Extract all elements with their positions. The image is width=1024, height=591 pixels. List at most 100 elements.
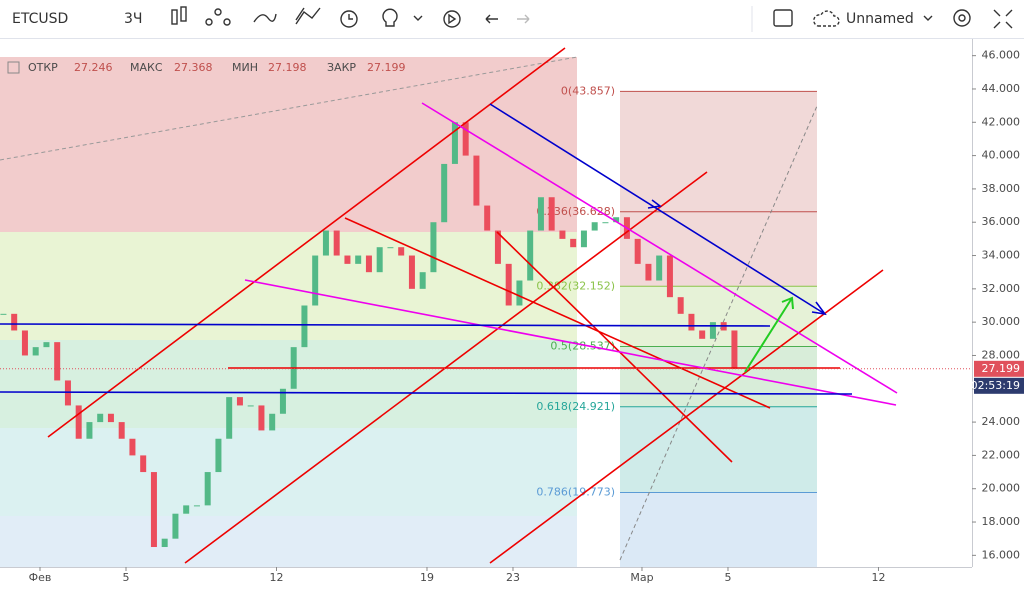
candle	[451, 122, 458, 164]
fib-label: 0.236(36.628)	[536, 205, 615, 218]
time-axis-bg	[0, 567, 972, 587]
fib-label: 0.786(19.773)	[536, 485, 615, 498]
candle	[118, 422, 125, 439]
y-tick-label: 38.000	[982, 182, 1021, 195]
fib-label: 0.5(28.537)	[550, 340, 615, 353]
candle	[419, 272, 426, 289]
candle	[183, 505, 190, 514]
y-tick-label: 22.000	[982, 448, 1021, 461]
candle	[430, 222, 437, 273]
candle	[344, 255, 351, 264]
y-tick-label: 40.000	[982, 149, 1021, 162]
candle	[236, 397, 243, 406]
candle	[215, 438, 222, 473]
x-tick-label: Фев	[29, 571, 52, 584]
candle	[32, 347, 39, 356]
price-axis-bg	[972, 39, 1024, 587]
toolbar-icons[interactable]	[171, 6, 1013, 29]
candle	[516, 280, 523, 306]
candle	[301, 305, 308, 348]
candle	[677, 297, 684, 314]
y-tick-label: 44.000	[982, 82, 1021, 95]
candle	[699, 330, 706, 339]
layout-name[interactable]: Unnamed	[846, 11, 914, 27]
candle	[570, 238, 577, 248]
candle	[269, 413, 276, 431]
toolbar: ETCUSD 3Ч Unnamed	[0, 0, 1024, 39]
y-tick-label: 28.000	[982, 348, 1021, 361]
candle	[247, 405, 254, 407]
candle	[527, 230, 534, 281]
candle	[21, 330, 28, 356]
y-tick-label: 24.000	[982, 415, 1021, 428]
candle	[204, 472, 211, 506]
candle	[43, 342, 50, 348]
candle	[656, 255, 663, 281]
candle	[494, 230, 501, 264]
ohlc-value: 27.199	[367, 61, 406, 74]
candle	[548, 197, 555, 231]
y-tick-label: 20.000	[982, 482, 1021, 495]
ohlc-label: МАКС	[130, 61, 163, 74]
candle	[613, 217, 620, 223]
interval[interactable]: 3Ч	[124, 11, 143, 27]
candle	[333, 230, 340, 256]
candle	[322, 230, 329, 256]
candle	[0, 313, 7, 315]
plot: 0(43.857)0.236(36.628)0.382(32.152)0.5(2…	[0, 39, 972, 567]
y-tick-label: 16.000	[982, 548, 1021, 561]
y-tick-label: 18.000	[982, 515, 1021, 528]
candle	[505, 263, 512, 306]
candle	[408, 255, 415, 289]
candle	[365, 255, 372, 273]
x-tick-label: 19	[420, 571, 434, 584]
candle	[279, 388, 286, 414]
ohlc-value: 27.246	[74, 61, 113, 74]
candle	[97, 413, 104, 423]
y-tick-label: 30.000	[982, 315, 1021, 328]
ohlc-label: МИН	[232, 61, 258, 74]
ohlc-value: 27.198	[268, 61, 307, 74]
candle	[54, 342, 61, 381]
x-tick-label: 5	[122, 571, 129, 584]
last-price-box	[974, 360, 1024, 377]
symbol[interactable]: ETCUSD	[12, 11, 68, 27]
candle	[709, 322, 716, 339]
candle	[484, 205, 491, 231]
candle	[645, 263, 652, 281]
ohlc-value: 27.368	[174, 61, 213, 74]
ohlc-label: ЗАКР	[327, 61, 356, 74]
fib-zone	[620, 346, 817, 407]
ohlc-label: ОТКР	[28, 61, 58, 74]
x-tick-label: 5	[724, 571, 731, 584]
candle	[129, 438, 136, 456]
y-tick-label: 32.000	[982, 282, 1021, 295]
fib-label: 0(43.857)	[561, 84, 615, 97]
candle	[441, 163, 448, 223]
candle	[634, 238, 641, 264]
fib-label: 0.618(24.921)	[536, 400, 615, 413]
candle	[140, 455, 147, 473]
candle	[602, 222, 609, 224]
candle	[172, 513, 179, 539]
candle	[580, 230, 587, 248]
countdown-box	[974, 377, 1024, 394]
fib-zone	[620, 211, 817, 287]
fib-zone	[620, 286, 817, 347]
candle	[537, 197, 544, 231]
countdown: 02:53:19	[971, 379, 1020, 392]
candle	[150, 472, 157, 548]
drawings	[0, 47, 972, 564]
fib-zone	[620, 91, 817, 212]
candle	[258, 405, 265, 431]
legend-icon[interactable]	[7, 61, 20, 74]
last-price-label: 27.199	[982, 362, 1021, 375]
candle	[666, 255, 673, 298]
x-tick-label: 23	[506, 571, 520, 584]
price-axis: 16.00018.00020.00022.00024.00026.00028.0…	[0, 39, 1024, 587]
x-tick-label: 12	[871, 571, 885, 584]
y-tick-label: 36.000	[982, 215, 1021, 228]
candle	[398, 247, 405, 256]
x-tick-label: Мар	[630, 571, 653, 584]
